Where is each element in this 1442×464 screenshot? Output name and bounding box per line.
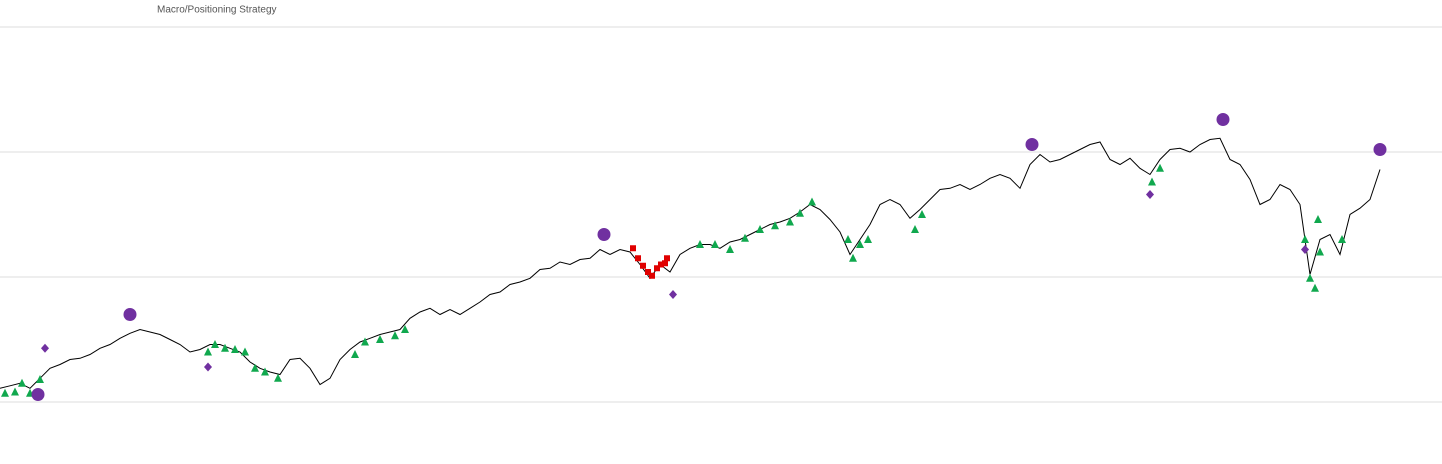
triangle-marker [741,233,749,242]
square-marker [645,269,651,275]
price-line [0,137,1381,389]
triangle-marker [241,347,249,356]
triangle-marker [231,345,239,353]
triangle-marker [1156,163,1164,172]
triangle-marker [844,235,852,243]
triangle-marker [204,347,212,356]
triangle-marker [711,240,719,248]
triangle-marker [771,221,779,230]
circle-marker [1373,143,1387,156]
circle-marker [597,228,611,241]
triangle-marker [796,208,804,217]
triangle-marker [1314,215,1322,223]
circle-marker [123,308,137,321]
chart-title: Macro/Positioning Strategy [157,5,277,16]
triangle-marker [756,225,764,233]
square-marker [662,260,668,267]
triangle-marker [376,335,384,343]
triangle-marker [1148,177,1156,186]
triangle-marker [918,210,926,218]
triangle-marker [18,378,26,387]
triangle-marker [726,245,734,253]
circle-marker [31,388,45,401]
square-marker [664,255,670,262]
diamond-marker [669,290,677,299]
triangle-marker [351,350,359,358]
square-marker [635,255,641,262]
triangle-marker [1,388,9,397]
triangle-marker [274,373,282,382]
triangle-marker [391,331,399,340]
triangle-marker [1316,247,1324,256]
diamond-marker [1301,245,1309,254]
triangle-marker [856,240,864,248]
triangle-marker [1338,235,1346,243]
triangle-marker [808,197,816,206]
triangle-marker [864,235,872,243]
diamond-marker [204,362,212,372]
square-marker [658,261,664,268]
triangle-marker [36,375,44,383]
circle-marker [1216,113,1230,126]
triangle-marker [211,340,219,348]
triangle-marker [1301,235,1309,243]
diamond-marker [41,343,49,353]
triangle-marker [221,343,229,352]
triangle-marker [11,387,19,396]
triangle-marker [1311,283,1319,292]
triangle-marker [251,363,259,372]
triangle-marker [261,367,269,376]
triangle-marker [361,337,369,346]
triangle-marker [911,225,919,233]
triangle-marker [786,217,794,226]
diamond-marker [1146,190,1154,199]
triangle-marker [401,325,409,333]
square-marker [640,262,646,269]
triangle-marker [696,240,704,248]
square-marker [654,265,660,272]
square-marker [630,245,636,252]
triangle-marker [849,253,857,262]
square-marker [649,272,655,279]
circle-marker [1025,138,1039,151]
triangle-marker [1306,273,1314,282]
